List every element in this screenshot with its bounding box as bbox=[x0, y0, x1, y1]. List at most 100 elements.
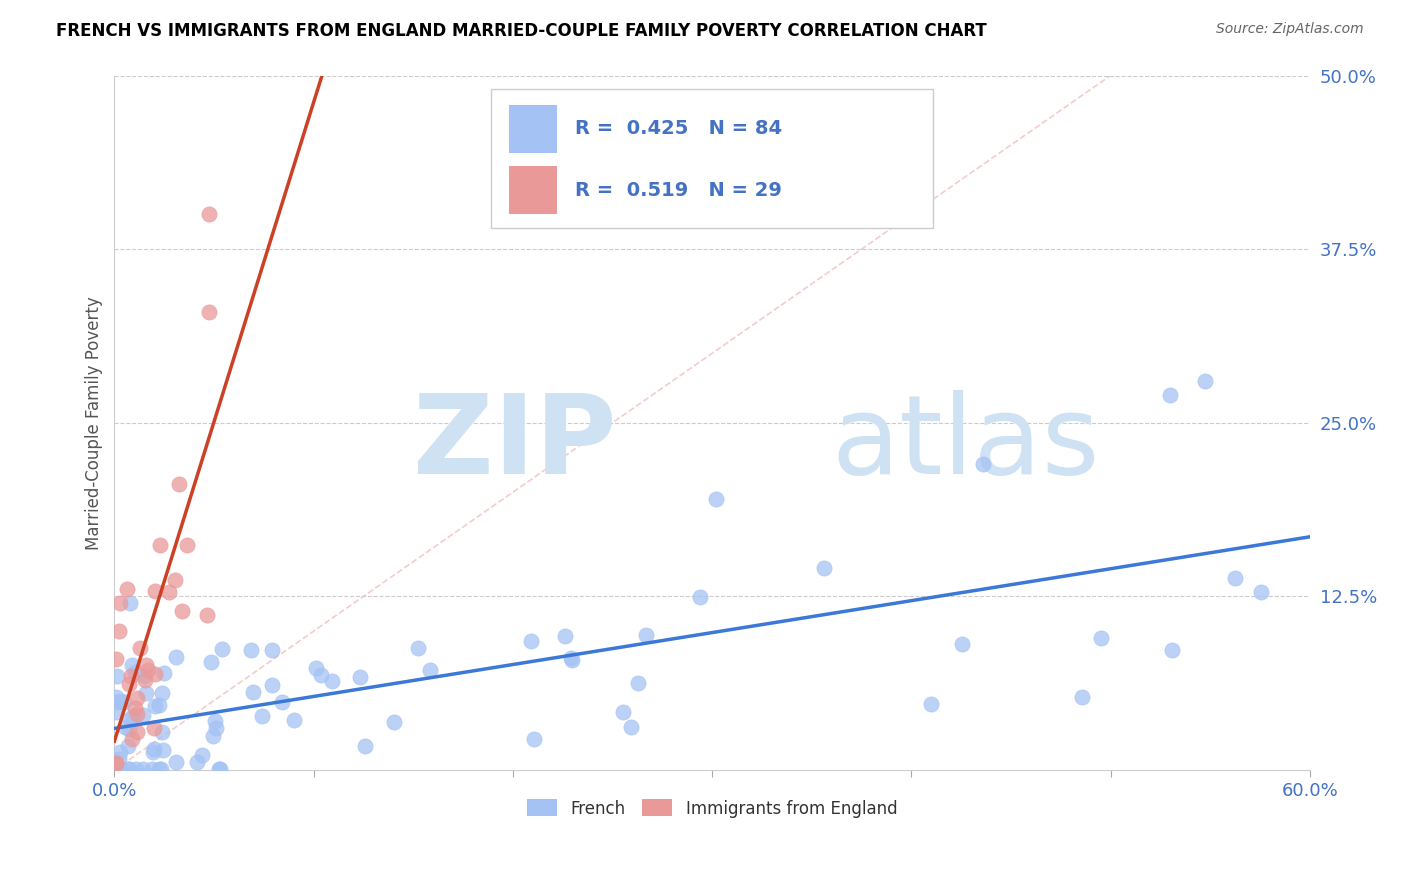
Point bbox=[170, 604, 193, 618]
Point bbox=[110, 746, 132, 760]
Point bbox=[250, 709, 273, 723]
Point bbox=[202, 730, 225, 744]
Point bbox=[120, 596, 142, 610]
Point bbox=[108, 752, 131, 766]
Point bbox=[110, 596, 132, 610]
Point bbox=[105, 690, 128, 704]
Point bbox=[124, 762, 146, 776]
Point bbox=[704, 492, 727, 507]
Point bbox=[176, 537, 198, 551]
Point bbox=[169, 476, 191, 491]
Point bbox=[208, 762, 231, 776]
Point bbox=[121, 731, 143, 746]
Point bbox=[105, 762, 128, 776]
Point bbox=[165, 573, 187, 587]
Point bbox=[634, 628, 657, 642]
Point bbox=[283, 713, 305, 727]
Point bbox=[125, 691, 148, 706]
Point bbox=[120, 669, 142, 683]
Point bbox=[153, 666, 176, 681]
Point bbox=[1071, 690, 1094, 705]
Point bbox=[920, 697, 942, 711]
Point bbox=[143, 584, 166, 599]
Point bbox=[152, 742, 174, 756]
Point bbox=[142, 745, 165, 759]
Point bbox=[208, 762, 231, 776]
Point bbox=[309, 668, 332, 682]
Point bbox=[120, 712, 142, 726]
Point bbox=[118, 762, 141, 776]
Y-axis label: Married-Couple Family Poverty: Married-Couple Family Poverty bbox=[86, 296, 103, 549]
Point bbox=[141, 762, 163, 776]
Point bbox=[950, 636, 973, 650]
Point bbox=[110, 762, 132, 776]
Point bbox=[554, 629, 576, 643]
Point bbox=[240, 642, 263, 657]
Point bbox=[105, 668, 128, 682]
Point bbox=[1090, 631, 1112, 645]
Point bbox=[115, 582, 138, 597]
Point bbox=[150, 686, 173, 700]
Point bbox=[612, 705, 634, 719]
Point bbox=[1159, 388, 1181, 402]
Point bbox=[135, 686, 157, 700]
Point bbox=[520, 634, 543, 648]
Point bbox=[152, 724, 174, 739]
Point bbox=[1194, 374, 1216, 388]
Point bbox=[114, 719, 136, 733]
Point bbox=[262, 678, 284, 692]
Point bbox=[118, 677, 141, 691]
Point bbox=[129, 640, 152, 655]
Point bbox=[135, 658, 157, 673]
Point bbox=[195, 607, 218, 622]
Point bbox=[242, 685, 264, 699]
Point bbox=[148, 762, 170, 776]
Point bbox=[627, 676, 650, 690]
Point bbox=[354, 739, 377, 754]
Point bbox=[1250, 584, 1272, 599]
Point bbox=[382, 715, 405, 730]
Point bbox=[204, 714, 226, 728]
Point bbox=[112, 695, 135, 709]
Point bbox=[148, 698, 170, 712]
Point bbox=[165, 650, 187, 665]
Point bbox=[132, 762, 155, 776]
Point bbox=[270, 695, 292, 709]
Point bbox=[125, 725, 148, 739]
Point bbox=[204, 721, 226, 735]
Point bbox=[136, 663, 159, 677]
Point bbox=[349, 670, 371, 684]
Point bbox=[105, 756, 128, 770]
Point bbox=[560, 651, 582, 665]
Point bbox=[262, 643, 284, 657]
Point bbox=[211, 641, 233, 656]
Point bbox=[124, 665, 146, 679]
Text: R =  0.519   N = 29: R = 0.519 N = 29 bbox=[575, 180, 782, 200]
Point bbox=[110, 694, 132, 708]
Text: FRENCH VS IMMIGRANTS FROM ENGLAND MARRIED-COUPLE FAMILY POVERTY CORRELATION CHAR: FRENCH VS IMMIGRANTS FROM ENGLAND MARRIE… bbox=[56, 22, 987, 40]
Bar bbox=[509, 166, 557, 214]
Point bbox=[132, 708, 155, 723]
Point bbox=[134, 673, 156, 688]
Point bbox=[143, 699, 166, 714]
Text: ZIP: ZIP bbox=[413, 390, 616, 497]
Point bbox=[105, 695, 128, 709]
Point bbox=[143, 721, 166, 735]
Point bbox=[125, 707, 148, 722]
Point bbox=[972, 458, 994, 472]
Point bbox=[105, 705, 128, 719]
Point bbox=[198, 304, 221, 318]
Point bbox=[143, 667, 166, 681]
FancyBboxPatch shape bbox=[491, 89, 934, 228]
Text: Source: ZipAtlas.com: Source: ZipAtlas.com bbox=[1216, 22, 1364, 37]
Point bbox=[200, 655, 222, 669]
Point bbox=[198, 207, 221, 221]
Point bbox=[150, 762, 173, 776]
Point bbox=[105, 652, 128, 666]
Point bbox=[406, 640, 429, 655]
Point bbox=[143, 742, 166, 756]
Point bbox=[419, 663, 441, 677]
Text: R =  0.425   N = 84: R = 0.425 N = 84 bbox=[575, 120, 782, 138]
Point bbox=[321, 673, 343, 688]
Point bbox=[117, 762, 139, 776]
